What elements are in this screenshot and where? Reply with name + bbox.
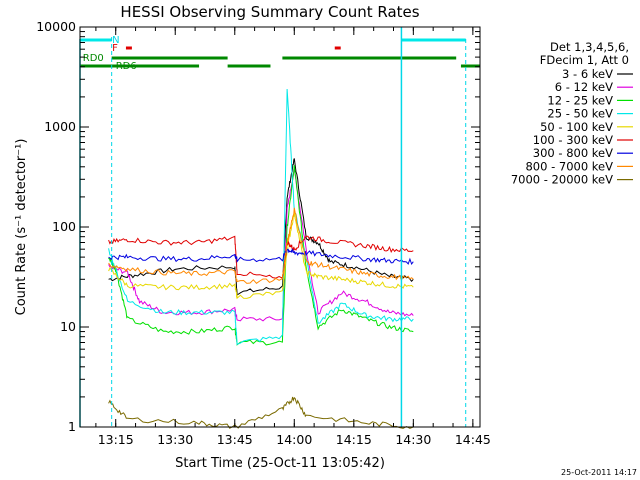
x-tick-label: 13:45 [217,432,253,447]
x-tick-label: 14:45 [455,432,491,447]
instrument-state-bars: NF RD0 RD6 [80,35,480,72]
state-annotation: F [112,43,118,54]
series-line [108,165,414,346]
legend-header-1: Det 1,3,4,5,6, [550,40,629,54]
legend-label: 300 - 800 keV [533,146,613,160]
y-tick-label: 10 [60,319,76,334]
series-line [108,396,414,429]
state-annotation: RD6 [116,61,137,72]
legend: Det 1,3,4,5,6, FDecim 1, Att 0 3 - 6 keV… [511,40,633,187]
legend-label: 50 - 100 keV [540,120,613,134]
legend-label: 100 - 300 keV [533,133,613,147]
series-line [108,207,414,284]
chart-title: HESSI Observing Summary Count Rates [120,3,419,21]
timestamp: 25-Oct-2011 14:17 [561,468,637,477]
series-line [108,88,414,346]
plot-frame [79,26,481,428]
x-tick-label: 14:15 [336,432,372,447]
axes: 13:15 13:30 13:45 14:00 14:15 14:30 14:45 1 10 10… [36,19,491,447]
x-axis-label: Start Time (25-Oct-11 13:05:42) [175,456,385,471]
legend-label: 6 - 12 keV [555,80,613,94]
series-line [108,210,414,300]
y-tick-label: 100 [52,219,76,234]
series-line [108,248,414,266]
y-axis-label: Count Rate (s⁻¹ detector⁻¹) [14,139,29,316]
legend-label: 3 - 6 keV [562,67,613,81]
legend-header-2: FDecim 1, Att 0 [540,53,629,67]
legend-label: 800 - 7000 keV [525,159,613,173]
y-tick-label: 10000 [36,19,76,34]
x-tick-label: 14:00 [276,432,312,447]
vertical-markers [79,27,467,427]
x-tick-label: 13:15 [98,432,134,447]
legend-label: 12 - 25 keV [547,93,613,107]
series-line [108,158,414,296]
y-tick-label: 1 [68,419,76,434]
legend-label: 25 - 50 keV [547,107,613,121]
series-layer [108,88,414,429]
legend-label: 7000 - 20000 keV [511,173,613,187]
state-annotation: N [112,35,119,46]
state-annotation: RD0 [83,53,104,64]
x-tick-label: 13:30 [157,432,193,447]
y-tick-label: 1000 [44,119,76,134]
x-tick-label: 14:30 [395,432,431,447]
